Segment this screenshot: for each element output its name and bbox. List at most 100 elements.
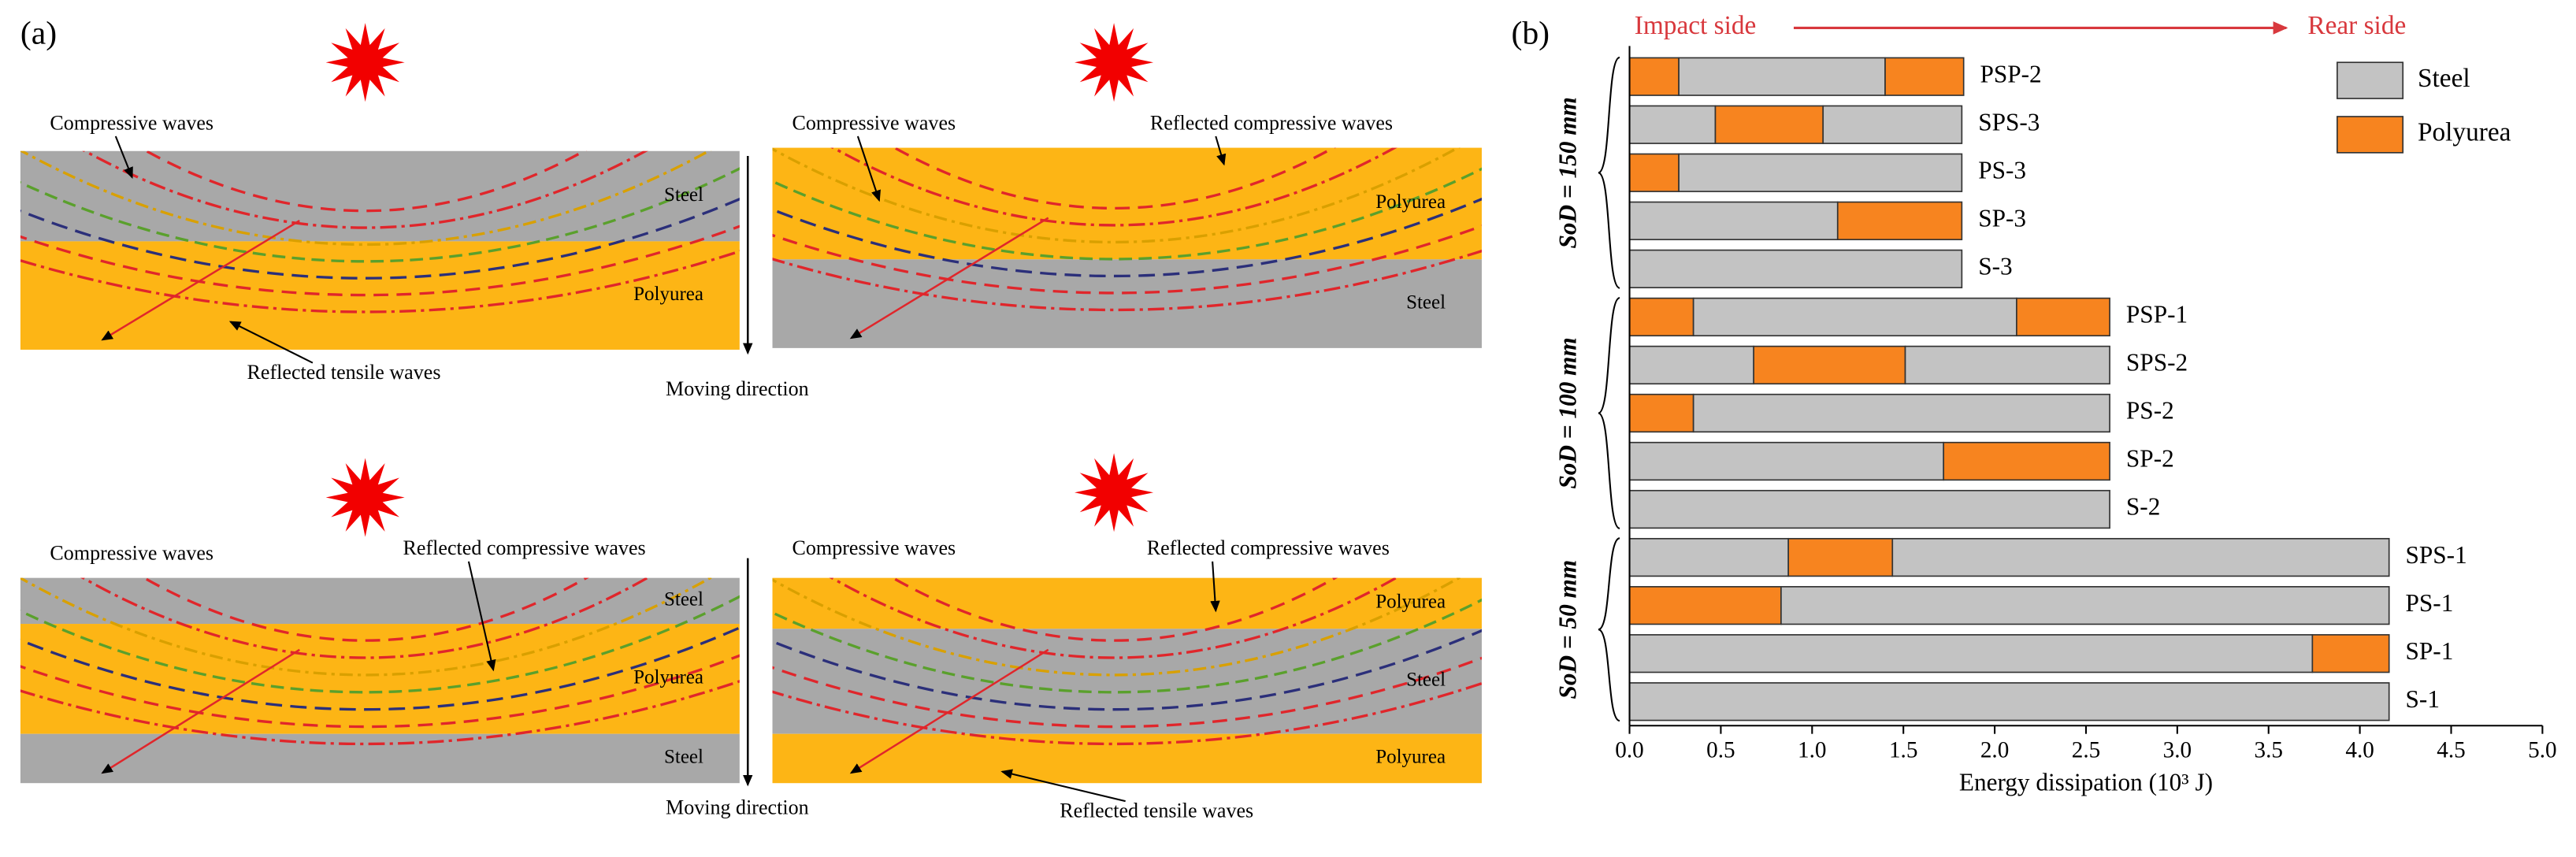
wave [20,167,740,263]
layer-label: Steel [1406,291,1446,313]
annotation-left: Impact side [1635,11,1757,40]
x-tick-label: 0.0 [1615,737,1643,762]
bar-segment [2311,634,2390,673]
wave [143,150,587,213]
group-label: SoD = 150 mm [1554,97,1582,248]
bar-segment [2016,297,2110,337]
bar-label: SPS-1 [2406,541,2467,569]
wave-arrow [849,217,1049,339]
layer-label: Steel [664,589,703,610]
annotation: Reflected tensile waves [1060,799,1253,822]
group-label: SoD = 100 mm [1554,337,1582,488]
explosion [1075,23,1154,102]
explosion [1075,453,1154,532]
waves [772,147,1482,312]
wave [80,577,651,659]
wave [829,577,1399,659]
bar-segment [1628,441,1945,481]
annotation: Compressive waves [50,111,213,134]
layer-label: Polyurea [1375,747,1446,768]
bar-segment [1904,345,2110,385]
bar-label: S-1 [2406,685,2440,713]
moving-direction: Moving direction [666,796,809,819]
wave [20,224,740,297]
bar-label: SPS-3 [1978,108,2040,135]
wave [772,598,1482,694]
bar-segment [1628,634,2314,673]
bar-segment [1884,57,1965,96]
legend-label: Steel [2418,64,2470,93]
wave-arrow [849,648,1049,774]
bar-segment [1692,297,2017,337]
layer [20,624,740,734]
wave [892,147,1336,210]
wave [20,197,740,280]
bar-label: S-3 [1978,253,2012,280]
wave [830,147,1397,227]
annotation: Compressive waves [50,541,213,564]
x-tick-label: 1.5 [1889,737,1917,762]
layer [772,733,1482,784]
wave [20,150,712,247]
bar-label: PSP-1 [2126,301,2188,328]
annotation-arrow [1210,561,1220,613]
annotation-right: Rear side [2307,11,2406,40]
legend-swatch [2337,61,2404,99]
layer [772,259,1482,348]
annotation: Compressive waves [792,111,956,134]
x-tick-label: 3.5 [2255,737,2283,762]
layer-label: Steel [664,184,703,206]
wave [772,577,1462,677]
diagram: Steel Polyurea Steel Compressive waves Refle… [20,458,740,784]
bar-segment [1628,489,2110,529]
bar-segment [1628,393,1694,433]
layer-label: Polyurea [633,284,703,305]
x-tick-label: 4.0 [2345,737,2374,762]
bar-label: SP-2 [2126,445,2174,473]
group-brace [1598,537,1620,722]
bar-segment [1628,57,1680,96]
explosion [325,458,405,537]
bar-segment [1628,537,1790,577]
x-axis-label: Energy dissipation (10³ J) [1959,768,2213,796]
bar-label: PS-2 [2126,397,2174,425]
bar-segment [1628,105,1717,144]
wave [20,626,740,711]
wave [772,147,1461,244]
bar-label: SP-3 [1978,205,2026,232]
x-tick-label: 0.5 [1706,737,1735,762]
bar-label: PSP-2 [1980,60,2042,87]
explosion [325,23,405,102]
wave [772,629,1482,711]
group-label: SoD = 50 mm [1554,560,1582,699]
waves [20,150,740,313]
bar-segment [1628,682,2390,722]
annotation: Reflected compressive waves [1147,536,1390,559]
wave [82,150,648,229]
bar-label: SPS-2 [2126,349,2188,377]
diagram: Polyurea Steel Polyurea Compressive waves Re… [772,453,1482,822]
layer-label: Steel [1406,670,1446,691]
bar-segment [1678,153,1963,192]
x-tick-label: 5.0 [2528,737,2556,762]
diagram: Polyurea Steel Compressive waves Reflected … [772,23,1482,348]
layer-label: Polyurea [1375,191,1446,213]
annotation: Reflected tensile waves [247,361,441,384]
bar-label: SP-1 [2406,637,2454,665]
layer [20,577,740,625]
bar-segment [1714,105,1824,144]
moving-direction: Moving direction [666,377,809,400]
wave-arrow [101,648,300,774]
bar-segment [1678,57,1886,96]
x-tick-label: 2.0 [1980,737,2009,762]
bar-segment [1780,586,2390,625]
x-tick-label: 4.5 [2437,737,2465,762]
bar-segment [1628,153,1680,192]
diagram: Steel Polyurea Compressive waves Reflected … [20,23,740,384]
wave [141,577,589,642]
bar-label: PS-3 [1978,156,2026,184]
annotation-arrow [467,561,496,672]
wave [890,577,1338,642]
bar-segment [1943,441,2110,481]
group-brace [1598,56,1620,289]
